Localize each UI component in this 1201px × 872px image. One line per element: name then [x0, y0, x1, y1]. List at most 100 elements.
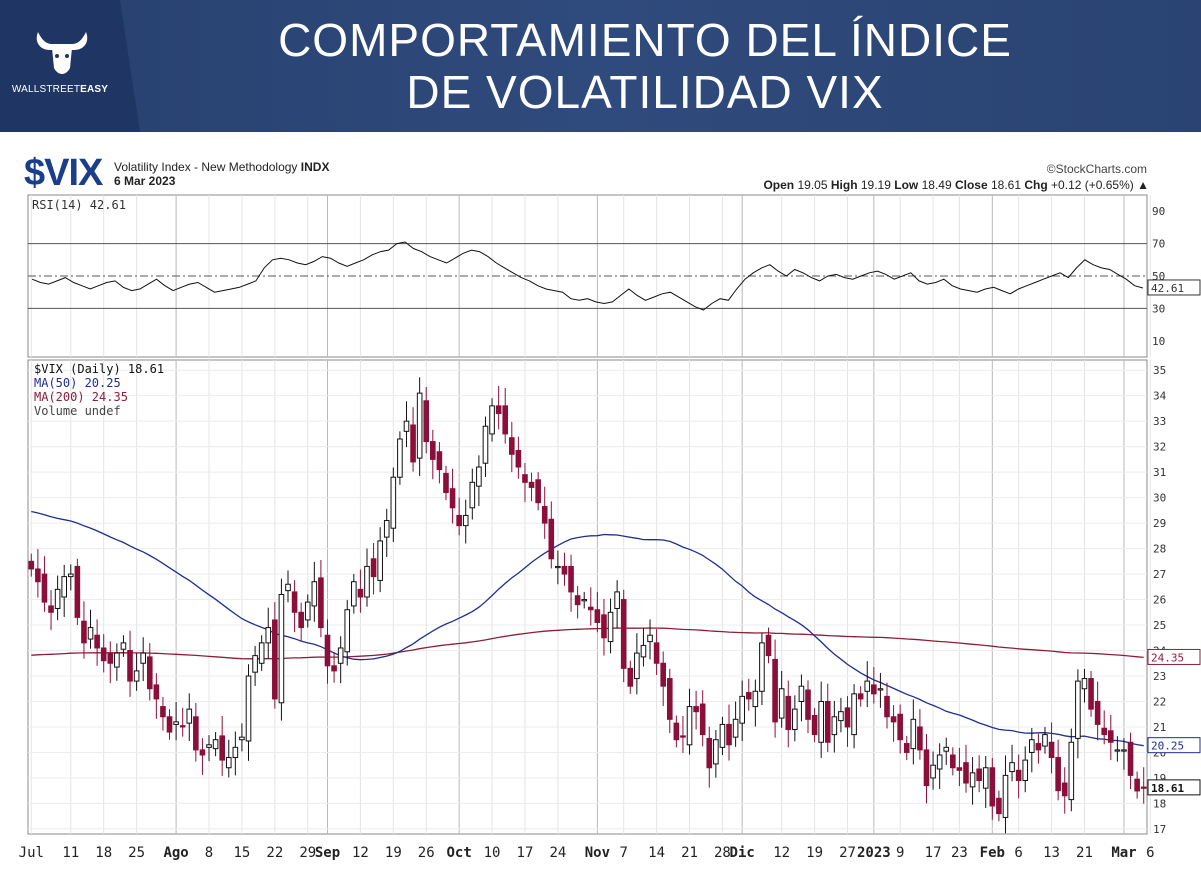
candle — [390, 467, 397, 542]
candle — [265, 607, 272, 659]
candle — [364, 548, 370, 607]
candle-body — [1081, 678, 1088, 690]
candle-body — [877, 688, 884, 691]
candle-body — [1055, 757, 1061, 792]
candle-body — [535, 479, 541, 504]
candle — [824, 683, 831, 752]
candle — [561, 552, 568, 586]
candle-body — [1061, 782, 1068, 797]
x-tick-label: Dic — [730, 845, 755, 861]
candle-body — [871, 684, 877, 695]
candle — [430, 429, 436, 480]
candle-body — [351, 581, 357, 607]
candle — [917, 709, 923, 760]
candle — [291, 580, 298, 633]
candle-body — [318, 577, 324, 629]
x-tick-label: 25 — [128, 845, 145, 861]
candle — [838, 697, 844, 733]
candle — [508, 421, 515, 473]
x-tick-label: 21 — [1076, 845, 1093, 861]
candle-body — [87, 627, 94, 640]
candle-body — [173, 721, 179, 725]
candle-body — [265, 627, 272, 644]
candle-body — [660, 662, 667, 687]
candle-body — [587, 606, 594, 611]
ma200-last-value: 24.35 — [1151, 651, 1184, 664]
candle — [699, 690, 706, 747]
candle-body — [35, 568, 41, 583]
candle — [693, 690, 699, 730]
candle — [48, 590, 54, 631]
candle-body — [285, 583, 291, 592]
candle — [1094, 681, 1101, 741]
x-tick-label: 18 — [95, 845, 112, 861]
price-y-tick-label: 33 — [1153, 415, 1166, 428]
price-y-tick-label: 21 — [1153, 721, 1166, 734]
candle — [173, 701, 179, 741]
chart-date: 6 Mar 2023 — [114, 174, 176, 188]
candle-body — [930, 764, 936, 779]
rsi-y-tick-label: 70 — [1152, 238, 1165, 251]
candle-body — [522, 474, 528, 483]
candle — [726, 704, 732, 761]
candle — [443, 465, 449, 501]
candle-body — [278, 593, 285, 704]
candle — [864, 661, 871, 708]
rsi-last-value-box — [1147, 279, 1201, 296]
candle — [798, 674, 805, 722]
candle — [383, 508, 390, 557]
candle-body — [607, 611, 614, 643]
ma50-legend: MA(50) 20.25 — [34, 376, 121, 390]
candle — [1042, 726, 1048, 754]
candle-body — [403, 420, 410, 432]
x-tick-label: 15 — [233, 845, 250, 861]
candle-body — [324, 634, 331, 667]
candle — [1127, 732, 1134, 790]
candle-body — [838, 711, 844, 722]
x-tick-label: 29 — [299, 845, 316, 861]
x-tick-label: 26 — [418, 845, 435, 861]
candle-body — [456, 514, 462, 527]
candle-body — [903, 743, 910, 753]
candle — [469, 468, 476, 520]
candle — [397, 431, 403, 485]
candle — [41, 556, 48, 612]
candle-body — [666, 678, 673, 720]
brand-wordmark: WALLSTREETEASY — [11, 84, 109, 95]
candle-body — [614, 591, 620, 609]
candle — [1101, 710, 1108, 745]
candle — [133, 653, 140, 691]
rsi-line — [31, 241, 1144, 311]
candle — [357, 569, 364, 613]
candle — [772, 639, 778, 738]
candle — [140, 637, 146, 682]
x-tick-label: Oct — [446, 845, 471, 861]
candle-body — [61, 576, 68, 598]
candle — [574, 586, 581, 619]
candle-body — [772, 658, 778, 723]
x-tick-label: Ago — [163, 845, 188, 861]
candle-body — [693, 706, 699, 713]
candle — [732, 701, 739, 747]
price-legend: $VIX (Daily) 18.61 — [34, 362, 164, 376]
candle-body — [127, 650, 133, 682]
candle-body — [1035, 743, 1042, 751]
candle-body — [1094, 700, 1101, 725]
candle — [620, 589, 627, 683]
candle-body — [304, 601, 311, 621]
candle-body — [726, 723, 732, 746]
candle — [923, 734, 930, 804]
candle-body — [291, 591, 298, 613]
candle-body — [594, 609, 601, 623]
candle — [818, 681, 824, 759]
candle — [614, 580, 620, 629]
candle — [844, 696, 851, 747]
candle — [318, 560, 324, 638]
candle-body — [416, 392, 423, 459]
x-tick-label: 22 — [266, 845, 283, 861]
candle — [1009, 744, 1015, 782]
candle-body — [976, 768, 982, 781]
candle-body — [219, 735, 225, 761]
candle — [370, 542, 377, 595]
